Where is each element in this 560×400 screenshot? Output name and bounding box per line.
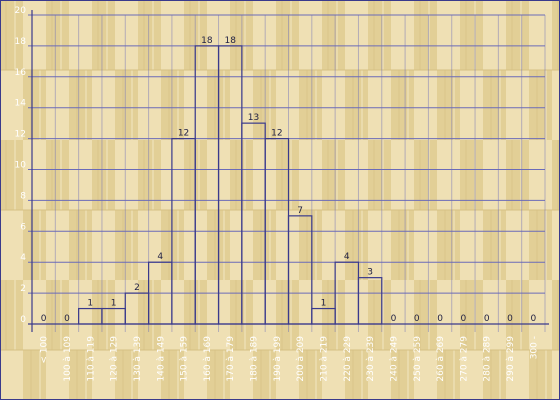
x-tick-label: 120 à 129 [110, 336, 120, 382]
value-label: 3 [367, 268, 373, 278]
value-label: 1 [87, 299, 93, 309]
value-label: 2 [134, 283, 140, 293]
y-tick-label: 4 [20, 253, 26, 263]
y-tick-label: 8 [20, 191, 26, 201]
x-tick-label: 170 à 179 [226, 336, 236, 382]
value-label: 0 [507, 314, 513, 324]
value-label: 0 [461, 314, 467, 324]
y-tick-label: 18 [15, 37, 27, 47]
x-tick-label: 230 à 239 [366, 336, 376, 382]
value-label: 0 [41, 314, 47, 324]
y-tick-label: 2 [20, 284, 26, 294]
value-label: 4 [157, 252, 163, 262]
value-label: 0 [530, 314, 536, 324]
axes-group [28, 10, 549, 332]
value-label: 0 [437, 314, 443, 324]
x-tick-label: 270 à 279 [459, 336, 469, 382]
value-label: 12 [178, 129, 189, 139]
y-tick-label: 0 [20, 315, 26, 325]
value-label: 1 [111, 299, 117, 309]
value-label: 0 [391, 314, 397, 324]
x-tick-label: 260 à 269 [436, 336, 446, 382]
x-tick-label: 110 à 119 [86, 336, 96, 382]
value-label: 18 [224, 36, 236, 46]
value-label: 4 [344, 252, 350, 262]
x-tick-label: 150 à 159 [180, 336, 190, 382]
y-tick-label: 10 [15, 161, 27, 171]
x-tick-label: 290 à 299 [506, 336, 516, 382]
value-label: 0 [484, 314, 490, 324]
y-tick-labels: 0 2 4 6 8 10 12 14 16 18 20 [15, 6, 27, 325]
x-tick-label: 100 à 109 [63, 336, 73, 382]
value-label: 13 [248, 113, 259, 123]
value-label: 0 [64, 314, 70, 324]
x-tick-label: 300 - [529, 336, 539, 359]
x-tick-label: 220 à 229 [343, 336, 353, 382]
y-tick-label: 6 [20, 222, 26, 232]
x-tick-label: 240 à 249 [389, 336, 399, 382]
y-tick-label: 20 [15, 6, 27, 16]
y-tick-label: 16 [15, 68, 27, 78]
x-tick-label: 140 à 149 [156, 336, 166, 382]
value-label: 0 [414, 314, 420, 324]
x-tick-label: 280 à 289 [483, 336, 493, 382]
x-tick-labels: < 100 100 à 109 110 à 119 120 à 129 130 à 13… [40, 336, 540, 382]
value-label: 7 [297, 206, 303, 216]
x-tick-label: < 100 [40, 336, 50, 364]
x-tick-label: 180 à 189 [250, 336, 260, 382]
x-tick-label: 190 à 199 [273, 336, 283, 382]
x-tick-label: 250 à 259 [413, 336, 423, 382]
x-tick-label: 210 à 219 [319, 336, 329, 382]
x-tick-label: 130 à 139 [133, 336, 143, 382]
value-label: 18 [201, 36, 213, 46]
y-tick-label: 12 [15, 130, 26, 140]
x-tick-label: 160 à 169 [203, 336, 213, 382]
y-tick-label: 14 [15, 99, 27, 109]
x-tick-label: 200 à 209 [296, 336, 306, 382]
value-label: 1 [321, 299, 327, 309]
value-label: 12 [271, 129, 282, 139]
